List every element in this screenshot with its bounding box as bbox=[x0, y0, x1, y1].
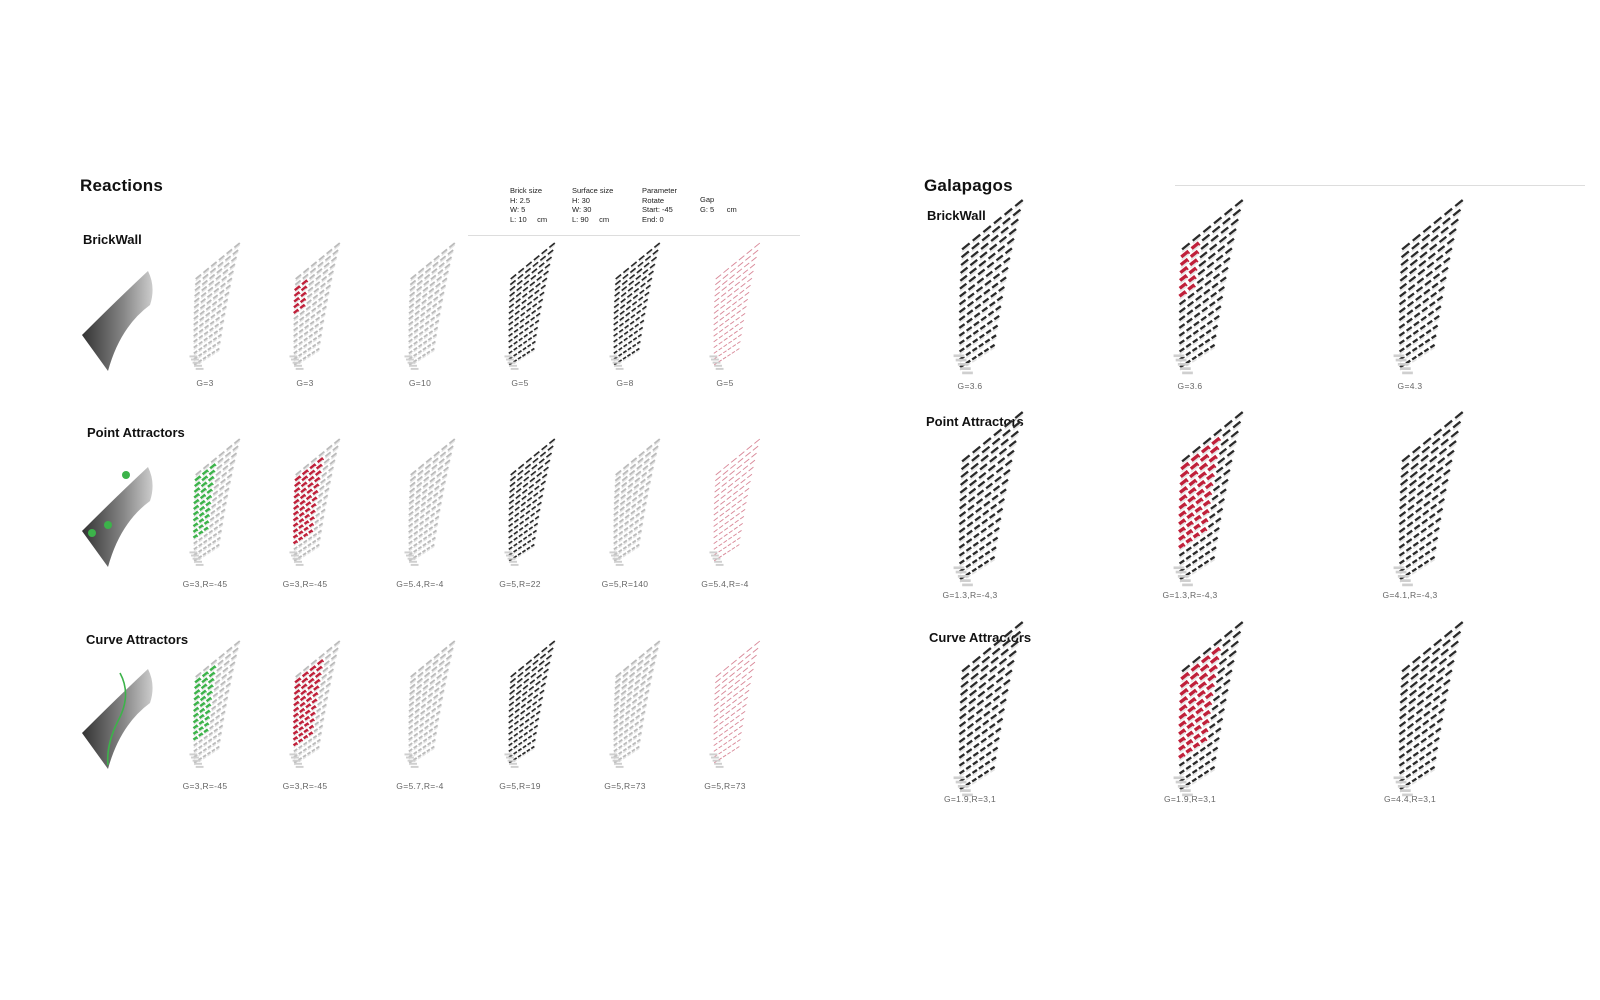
figure-label: G=3,R=-45 bbox=[282, 781, 328, 791]
parameter-heading: Parameter bbox=[642, 186, 678, 195]
figure-label: G=5,R=73 bbox=[604, 781, 646, 791]
brick-size-col: Brick size H: 2.5 W: 5 L: 10 cm bbox=[510, 186, 547, 224]
figure-label: G=3,R=-45 bbox=[282, 579, 328, 589]
surface-plain-icon bbox=[80, 267, 160, 377]
figure-label: G=3,R=-45 bbox=[182, 579, 228, 589]
figure-label: G=5 bbox=[716, 378, 734, 388]
gap-col: Gap G: 5 cm bbox=[700, 195, 737, 214]
right-row-title-curve: Curve Attractors bbox=[929, 630, 1032, 645]
brickwall-figure bbox=[392, 438, 470, 570]
parameter-start: Start: -45 bbox=[642, 205, 673, 214]
figure-label: G=1.3,R=-4,3 bbox=[942, 590, 998, 600]
brickwall-figure bbox=[177, 640, 255, 772]
figure-label: G=3 bbox=[196, 378, 214, 388]
figure-label: G=4.4,R=3,1 bbox=[1384, 794, 1436, 804]
figure-label: G=5 bbox=[511, 378, 529, 388]
figure-label: G=3,R=-45 bbox=[182, 781, 228, 791]
figure-label: G=5.7,R=-4 bbox=[396, 781, 444, 791]
surface-width: W: 30 bbox=[572, 205, 592, 214]
parameter-col: Parameter Rotate Start: -45 End: 0 bbox=[642, 186, 677, 224]
surface-unit: cm bbox=[599, 214, 610, 224]
figure-label: G=5.4,R=-4 bbox=[396, 579, 444, 589]
parameter-end: End: 0 bbox=[642, 214, 664, 224]
brickwall-figure bbox=[277, 438, 355, 570]
galapagos-title: Galapagos bbox=[924, 176, 1013, 195]
surface-shape bbox=[82, 467, 153, 567]
figure-label: G=3 bbox=[296, 378, 314, 388]
surface-curve-icon bbox=[80, 665, 160, 775]
gap-heading: Gap bbox=[700, 195, 715, 204]
brickwall-figure bbox=[177, 242, 255, 374]
figure-label: G=5,R=22 bbox=[499, 579, 541, 589]
figure-label: G=5.4,R=-4 bbox=[701, 579, 749, 589]
brickwall-figure bbox=[392, 640, 470, 772]
figure-label: G=1.9,R=3,1 bbox=[1164, 794, 1216, 804]
brickwall-figure bbox=[492, 242, 570, 374]
figure-label: G=4.1,R=-4,3 bbox=[1382, 590, 1438, 600]
brickwall-figure bbox=[597, 438, 675, 570]
parameter-table: Brick size H: 2.5 W: 5 L: 10 cm Surface … bbox=[510, 186, 810, 236]
galapagos-figure bbox=[935, 199, 1045, 378]
brickwall-figure bbox=[177, 438, 255, 570]
gap-unit: cm bbox=[726, 204, 737, 214]
figure-label: G=1.9,R=3,1 bbox=[944, 794, 996, 804]
surface-point-icon bbox=[80, 463, 160, 573]
galapagos-figure bbox=[935, 621, 1045, 800]
brick-unit: cm bbox=[537, 214, 548, 224]
brickwall-figure bbox=[697, 438, 775, 570]
surface-shape bbox=[82, 271, 153, 371]
brickwall-figure bbox=[277, 640, 355, 772]
figure-label: G=3.6 bbox=[957, 381, 983, 391]
brick-size-heading: Brick size bbox=[510, 186, 543, 195]
brickwall-figure bbox=[597, 640, 675, 772]
surface-length: L: 90 bbox=[572, 214, 589, 224]
figure-label: G=3.6 bbox=[1177, 381, 1203, 391]
figure-label: G=5,R=19 bbox=[499, 781, 541, 791]
right-row-title-brickwall: BrickWall bbox=[927, 208, 986, 223]
brickwall-figure bbox=[277, 242, 355, 374]
gap-value: G: 5 bbox=[700, 204, 715, 214]
brickwall-figure bbox=[697, 640, 775, 772]
galapagos-figure bbox=[1155, 621, 1265, 800]
surface-height: H: 30 bbox=[572, 195, 590, 205]
left-row-title-brickwall: BrickWall bbox=[83, 232, 142, 247]
brick-height: H: 2.5 bbox=[510, 195, 531, 205]
galapagos-figure bbox=[1375, 411, 1485, 590]
figure-label: G=8 bbox=[616, 378, 634, 388]
galapagos-figure bbox=[1375, 199, 1485, 378]
figure-label: G=4.3 bbox=[1397, 381, 1423, 391]
parameter-rotate: Rotate bbox=[642, 195, 665, 205]
surface-shape bbox=[82, 669, 153, 769]
figure-label: G=5,R=140 bbox=[601, 579, 649, 589]
right-top-rule bbox=[1175, 185, 1585, 186]
brickwall-figure bbox=[492, 640, 570, 772]
figure-label: G=5,R=73 bbox=[704, 781, 746, 791]
brick-length: L: 10 bbox=[510, 214, 527, 224]
figure-label: G=1.3,R=-4,3 bbox=[1162, 590, 1218, 600]
reactions-title: Reactions bbox=[80, 176, 164, 195]
galapagos-figure bbox=[935, 411, 1045, 590]
galapagos-figure bbox=[1155, 199, 1265, 378]
params-rule bbox=[468, 235, 800, 236]
left-row-title-point: Point Attractors bbox=[87, 425, 185, 440]
figure-label: G=10 bbox=[408, 378, 432, 388]
left-row-title-curve: Curve Attractors bbox=[86, 632, 189, 647]
brick-width: W: 5 bbox=[510, 205, 526, 214]
galapagos-figure bbox=[1155, 411, 1265, 590]
brickwall-figure bbox=[697, 242, 775, 374]
surface-size-col: Surface size H: 30 W: 30 L: 90 cm bbox=[572, 186, 613, 224]
galapagos-figure bbox=[1375, 621, 1485, 800]
surface-size-heading: Surface size bbox=[572, 186, 614, 195]
right-row-title-point: Point Attractors bbox=[926, 414, 1024, 429]
brickwall-figure bbox=[392, 242, 470, 374]
brickwall-figure bbox=[492, 438, 570, 570]
brickwall-figure bbox=[597, 242, 675, 374]
